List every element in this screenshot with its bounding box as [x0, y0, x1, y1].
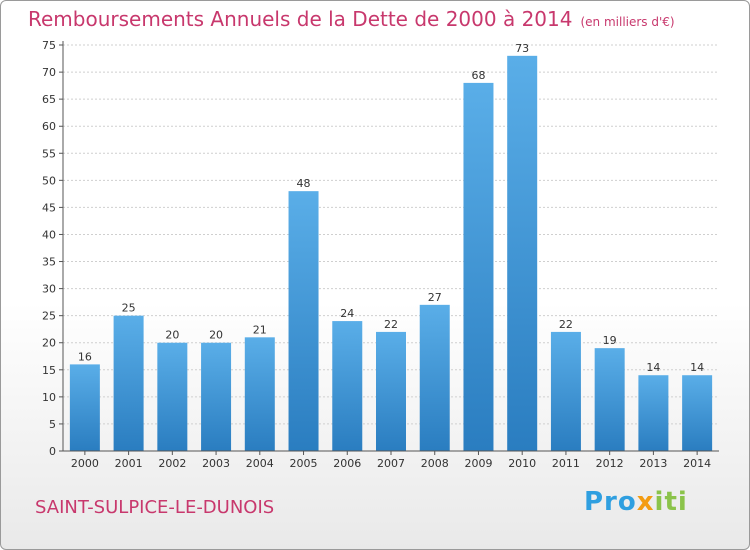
bar-2001 — [113, 315, 144, 451]
x-tick-label: 2006 — [333, 457, 361, 470]
bar-2006 — [332, 321, 363, 451]
bar-2012 — [594, 348, 625, 451]
x-tick-label: 2014 — [683, 457, 711, 470]
value-label: 14 — [690, 361, 704, 374]
y-tick-label: 25 — [42, 310, 56, 323]
value-label: 73 — [515, 42, 529, 55]
y-tick-label: 30 — [42, 283, 56, 296]
y-tick-label: 0 — [49, 445, 56, 458]
bar-2007 — [376, 331, 406, 451]
y-tick-label: 50 — [42, 174, 56, 187]
x-tick-label: 2005 — [290, 457, 318, 470]
chart-title-text: Remboursements Annuels de la Dette de 20… — [28, 7, 573, 31]
value-label: 16 — [78, 350, 92, 363]
bar-2000 — [69, 364, 100, 451]
y-tick-label: 20 — [42, 337, 56, 350]
y-tick-label: 55 — [42, 147, 56, 160]
bar-2009 — [463, 82, 494, 451]
chart-title: Remboursements Annuels de la Dette de 20… — [28, 7, 675, 31]
x-tick-label: 2000 — [71, 457, 99, 470]
x-tick-label: 2012 — [596, 457, 624, 470]
x-tick-label: 2009 — [464, 457, 492, 470]
value-label: 25 — [122, 302, 136, 315]
town-name: SAINT-SULPICE-LE-DUNOIS — [35, 497, 275, 518]
y-tick-label: 40 — [42, 228, 56, 241]
x-tick-label: 2008 — [421, 457, 449, 470]
bar-2011 — [550, 331, 581, 451]
x-tick-label: 2001 — [115, 457, 143, 470]
bar-2004 — [244, 337, 275, 451]
value-label: 68 — [471, 69, 485, 82]
y-tick-label: 5 — [49, 418, 56, 431]
x-tick-label: 2010 — [508, 457, 536, 470]
y-tick-label: 10 — [42, 391, 56, 404]
x-tick-label: 2013 — [639, 457, 667, 470]
bar-2013 — [638, 375, 669, 451]
value-label: 27 — [428, 291, 442, 304]
x-tick-label: 2002 — [158, 457, 186, 470]
x-tick-label: 2004 — [246, 457, 274, 470]
value-label: 22 — [559, 318, 573, 331]
value-label: 22 — [384, 318, 398, 331]
y-tick-label: 60 — [42, 120, 56, 133]
x-tick-label: 2007 — [377, 457, 405, 470]
y-tick-label: 65 — [42, 93, 56, 106]
y-tick-label: 15 — [42, 364, 56, 377]
value-label: 21 — [253, 323, 267, 336]
value-label: 48 — [297, 177, 311, 190]
bar-2008 — [419, 304, 450, 451]
value-label: 19 — [603, 334, 617, 347]
value-label: 20 — [209, 329, 223, 342]
value-label: 24 — [340, 307, 354, 320]
value-label: 20 — [165, 329, 179, 342]
chart-unit: (en milliers d'€) — [580, 15, 675, 29]
x-tick-label: 2011 — [552, 457, 580, 470]
y-tick-label: 70 — [42, 66, 56, 79]
bar-2002 — [157, 342, 188, 451]
bar-2005 — [288, 191, 319, 451]
bar-2014 — [682, 375, 713, 451]
value-label: 14 — [646, 361, 660, 374]
bar-2003 — [201, 342, 232, 451]
x-tick-label: 2003 — [202, 457, 230, 470]
y-tick-label: 35 — [42, 256, 56, 269]
y-tick-label: 75 — [42, 39, 56, 52]
bar-2010 — [507, 55, 538, 452]
proxiti-logo: Proxiti — [584, 487, 688, 517]
y-tick-label: 45 — [42, 201, 56, 214]
